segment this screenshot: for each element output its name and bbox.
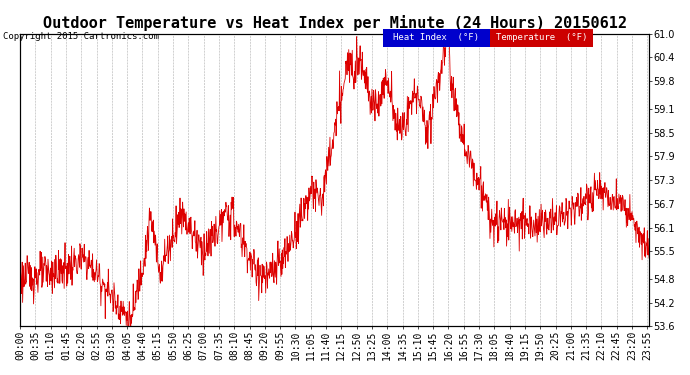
Title: Outdoor Temperature vs Heat Index per Minute (24 Hours) 20150612: Outdoor Temperature vs Heat Index per Mi… (43, 15, 627, 31)
Text: Temperature  (°F): Temperature (°F) (496, 33, 587, 42)
Text: Copyright 2015 Cartronics.com: Copyright 2015 Cartronics.com (3, 32, 159, 41)
Text: Heat Index  (°F): Heat Index (°F) (393, 33, 480, 42)
